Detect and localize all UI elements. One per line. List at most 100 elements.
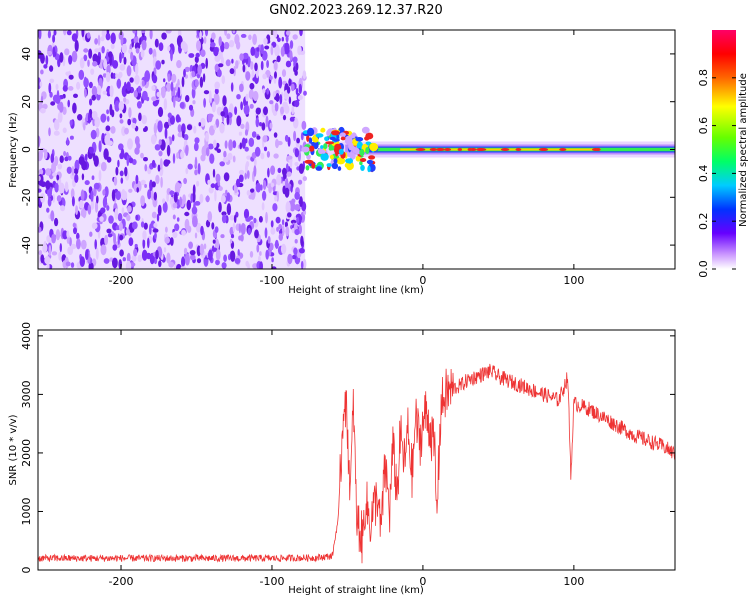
noise-speck — [226, 203, 232, 216]
onset-blob — [361, 126, 370, 134]
noise-speck — [298, 247, 305, 254]
noise-speck — [115, 73, 118, 79]
noise-speck — [164, 121, 170, 129]
noise-speck — [79, 256, 86, 267]
noise-speck — [124, 166, 128, 177]
noise-speck — [259, 122, 262, 127]
noise-speck — [203, 90, 210, 95]
noise-speck — [232, 155, 236, 163]
noise-speck — [181, 229, 187, 236]
noise-speck — [58, 251, 62, 261]
noise-speck — [223, 254, 228, 262]
noise-speck — [121, 207, 125, 215]
noise-speck — [59, 52, 64, 63]
noise-speck — [181, 256, 186, 268]
noise-speck — [260, 60, 264, 71]
noise-speck — [302, 258, 307, 269]
noise-speck — [260, 184, 263, 191]
noise-speck — [202, 73, 206, 83]
noise-speck — [269, 122, 273, 129]
onset-blob — [315, 133, 324, 138]
noise-speck — [236, 178, 240, 188]
noise-speck — [227, 152, 233, 161]
noise-speck — [232, 222, 236, 233]
noise-speck — [294, 148, 300, 158]
noise-speck — [109, 85, 114, 98]
noise-speck — [277, 167, 282, 174]
noise-speck — [265, 211, 268, 224]
noise-speck — [100, 113, 107, 123]
noise-speck — [81, 173, 85, 181]
noise-speck — [176, 152, 180, 159]
noise-speck — [96, 85, 102, 95]
noise-speck — [200, 49, 206, 57]
noise-speck — [117, 159, 120, 168]
noise-speck — [297, 45, 302, 56]
noise-speck — [282, 114, 287, 121]
noise-speck — [55, 83, 59, 90]
noise-speck — [153, 222, 158, 228]
noise-speck — [60, 205, 66, 212]
noise-speck — [286, 30, 291, 36]
noise-speck — [109, 54, 112, 66]
noise-speck — [123, 190, 128, 201]
noise-speck — [269, 100, 274, 105]
noise-speck — [149, 30, 153, 40]
noise-speck — [47, 188, 52, 198]
noise-speck — [215, 249, 221, 261]
noise-speck — [106, 109, 109, 115]
noise-speck — [274, 71, 277, 79]
noise-speck — [198, 122, 202, 127]
noise-speck — [188, 53, 195, 58]
noise-speck — [52, 193, 55, 203]
noise-speck — [276, 226, 280, 232]
noise-speck — [80, 239, 87, 250]
noise-speck — [127, 118, 132, 126]
noise-speck — [190, 193, 193, 204]
noise-speck — [106, 228, 112, 234]
noise-speck — [103, 148, 109, 160]
noise-speck — [169, 190, 175, 195]
noise-speck — [119, 234, 124, 241]
noise-speck — [245, 71, 251, 81]
noise-speck — [126, 81, 131, 92]
noise-speck — [69, 119, 73, 126]
noise-speck — [234, 106, 238, 115]
noise-background — [38, 30, 306, 269]
noise-speck — [103, 258, 110, 264]
onset-blob — [339, 132, 346, 138]
noise-speck — [179, 102, 185, 109]
noise-speck — [265, 115, 269, 128]
noise-speck — [285, 163, 289, 173]
noise-speck — [151, 211, 157, 219]
noise-speck — [192, 215, 198, 228]
noise-speck — [159, 158, 163, 170]
noise-speck — [285, 60, 292, 68]
noise-speck — [172, 202, 178, 209]
onset-blob — [349, 162, 354, 169]
noise-speck — [192, 184, 196, 195]
noise-speck — [160, 176, 163, 188]
noise-speck — [188, 104, 194, 111]
noise-speck — [144, 184, 148, 188]
noise-speck — [49, 65, 54, 72]
noise-speck — [69, 237, 72, 247]
noise-speck — [260, 152, 265, 160]
noise-speck — [229, 68, 235, 75]
noise-speck — [59, 243, 62, 253]
noise-speck — [269, 75, 273, 80]
noise-speck — [40, 254, 45, 264]
noise-speck — [280, 243, 287, 255]
noise-speck — [277, 140, 283, 146]
noise-speck — [81, 30, 85, 38]
noise-speck — [263, 146, 268, 152]
noise-speck — [117, 213, 123, 222]
noise-speck — [149, 223, 152, 235]
noise-speck — [169, 115, 175, 125]
noise-speck — [48, 82, 52, 94]
noise-speck — [104, 234, 109, 246]
noise-speck — [142, 238, 146, 249]
noise-speck — [141, 30, 146, 34]
noise-speck — [259, 261, 263, 269]
noise-speck — [260, 44, 264, 55]
